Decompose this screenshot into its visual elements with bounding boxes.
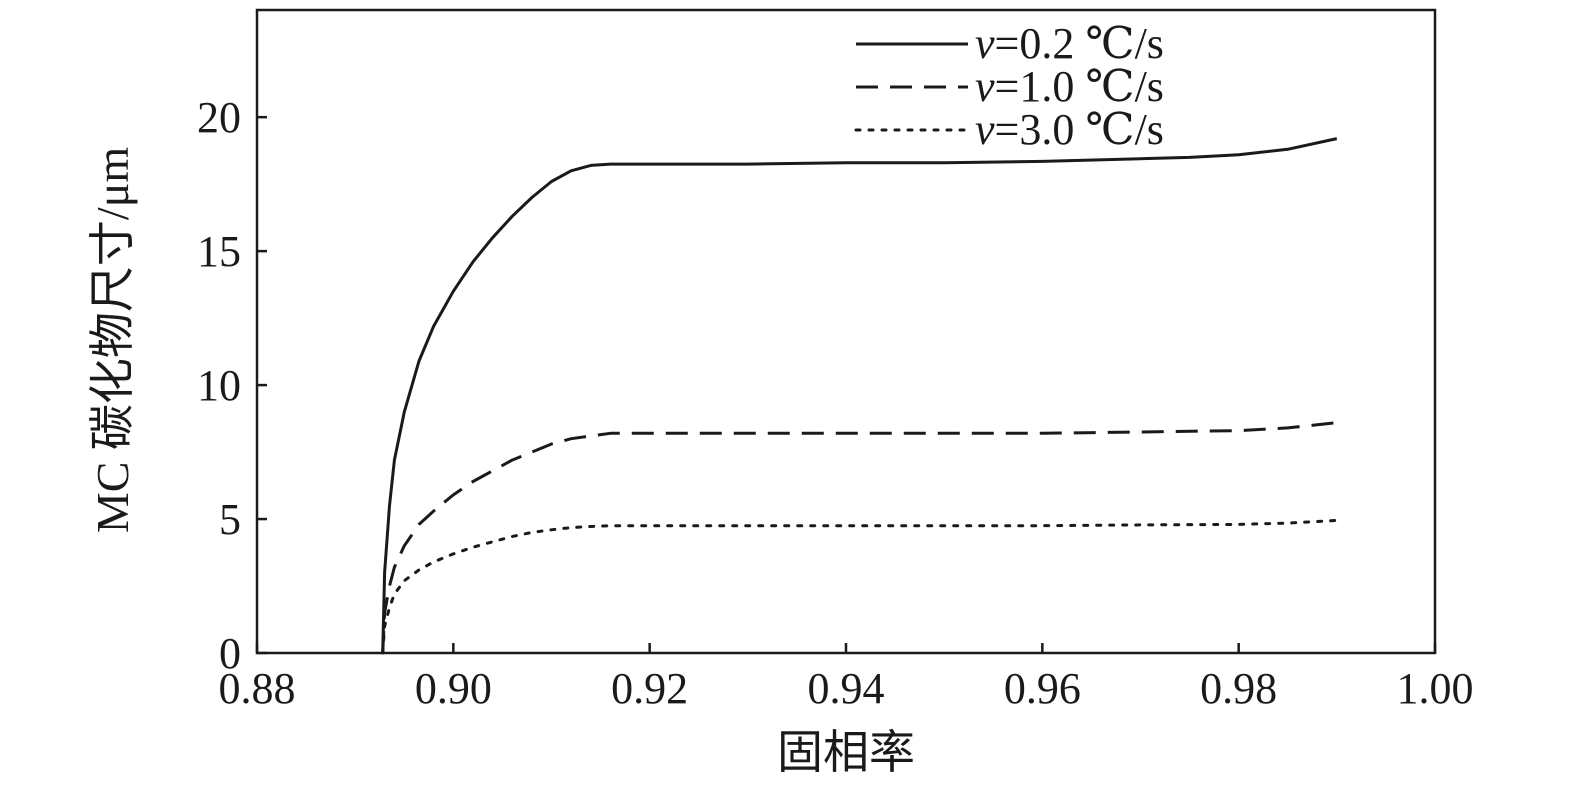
series-line-3 (381, 518, 1339, 655)
x-axis-title: 固相率 (777, 727, 915, 778)
legend-value: =1.0 ℃/s (995, 62, 1164, 111)
y-tick-label: 0 (219, 629, 241, 678)
series-line-2 (381, 421, 1337, 654)
y-tick-label: 5 (219, 495, 241, 544)
series-line-1 (381, 137, 1338, 654)
ticks-layer: 0.88 0.90 0.92 0.94 0.96 0.98 1.00 0 5 10 15 20 (197, 93, 1474, 713)
legend-variable: v (975, 105, 995, 154)
legend-variable: v (975, 19, 995, 68)
y-tick-label: 10 (197, 361, 241, 410)
x-tick-label: 0.92 (611, 664, 688, 713)
x-tick-label: 1.00 (1397, 664, 1474, 713)
legend-variable: v (975, 62, 995, 111)
y-axis-title: MC 碳化物尺寸/μm (87, 147, 138, 534)
legend: v=0.2 ℃/sv=1.0 ℃/sv=3.0 ℃/s (854, 19, 1164, 154)
x-tick-label: 0.98 (1200, 664, 1277, 713)
legend-item: v=1.0 ℃/s (856, 62, 1164, 111)
y-tick-label: 15 (197, 227, 241, 276)
x-tick-label: 0.90 (415, 664, 492, 713)
series-layer (381, 137, 1339, 655)
x-tick-label: 0.88 (219, 664, 296, 713)
legend-item: v=3.0 ℃/s (854, 105, 1164, 154)
legend-item: v=0.2 ℃/s (856, 19, 1164, 68)
y-tick-label: 20 (197, 93, 241, 142)
legend-label: v=1.0 ℃/s (975, 62, 1164, 111)
x-tick-label: 0.96 (1004, 664, 1081, 713)
plot-frame (255, 8, 1437, 655)
legend-label: v=0.2 ℃/s (975, 19, 1164, 68)
legend-label: v=3.0 ℃/s (975, 105, 1164, 154)
x-tick-label: 0.94 (808, 664, 885, 713)
legend-value: =3.0 ℃/s (995, 105, 1164, 154)
legend-value: =0.2 ℃/s (995, 19, 1164, 68)
